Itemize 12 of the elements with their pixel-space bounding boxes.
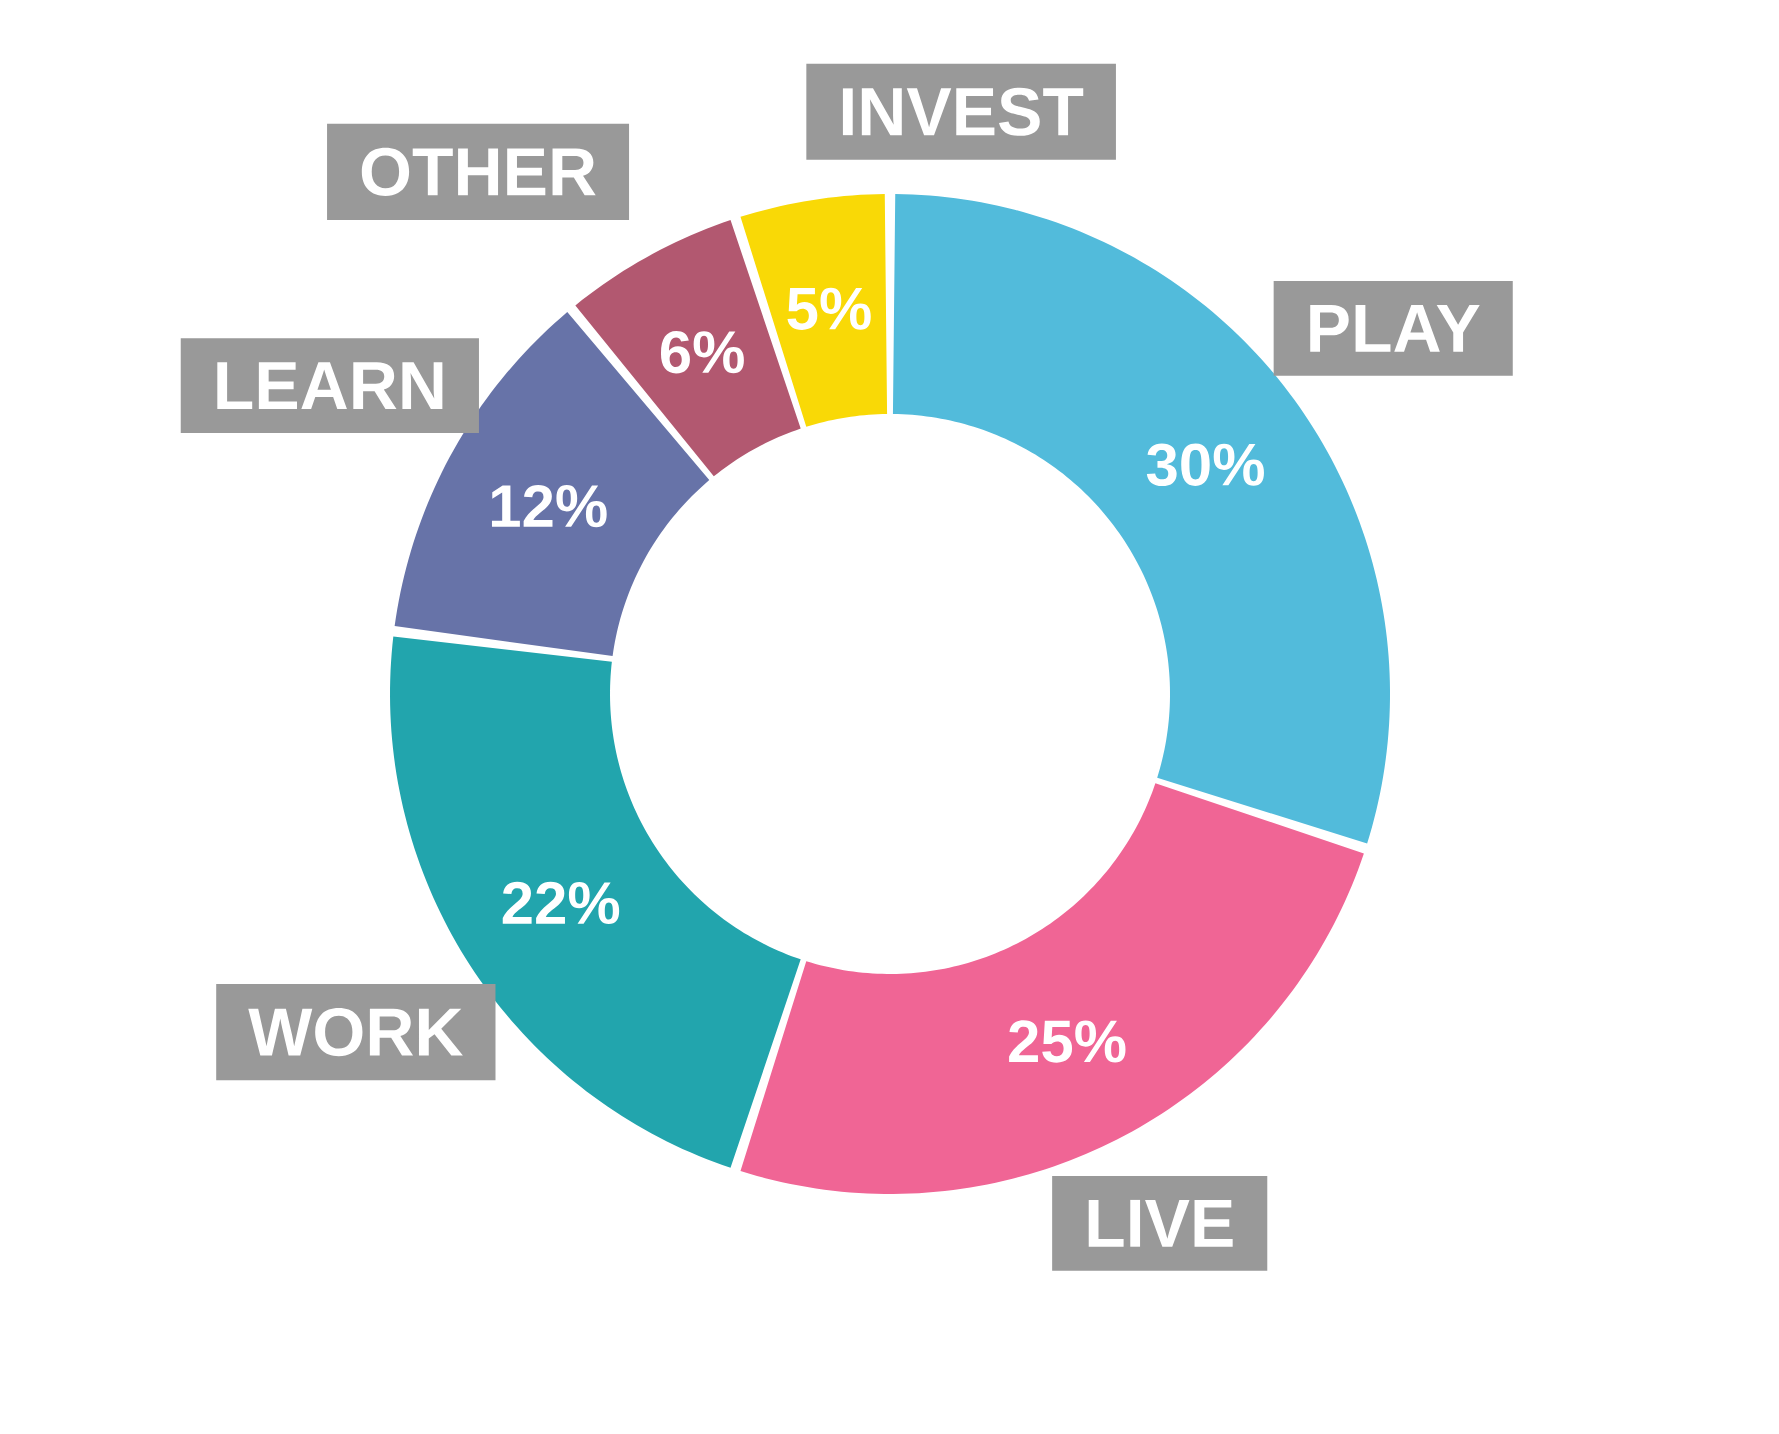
slice-label: OTHER: [361, 147, 596, 196]
slice-label: LEARN: [217, 362, 443, 410]
slice-label: LIVE: [1088, 1199, 1233, 1247]
data-label: 12%: [491, 484, 607, 528]
slice-label: PLAY: [1310, 304, 1480, 352]
data-label: 22%: [502, 881, 620, 925]
slice-label: INVEST: [842, 87, 1084, 136]
data-label: 25%: [1009, 1020, 1126, 1063]
data-label: 6%: [660, 330, 744, 374]
data-label: 30%: [1146, 443, 1264, 487]
data-label: 5%: [787, 287, 871, 330]
slice-label: WORK: [248, 1008, 463, 1057]
